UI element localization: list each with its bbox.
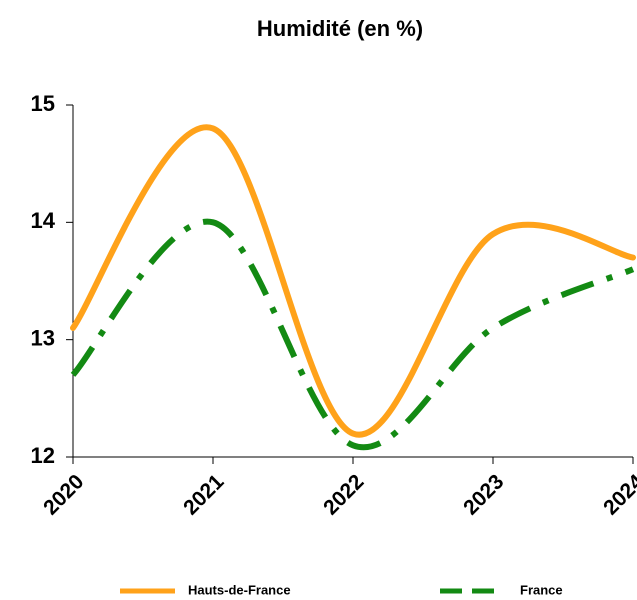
x-tick-label: 2022 bbox=[319, 470, 368, 519]
y-tick-label: 12 bbox=[31, 443, 55, 468]
legend-label: France bbox=[520, 582, 563, 597]
legend-label: Hauts-de-France bbox=[188, 582, 291, 597]
x-tick-label: 2021 bbox=[179, 470, 229, 520]
line bbox=[70, 218, 635, 451]
line bbox=[70, 124, 636, 438]
y-tick-label: 14 bbox=[31, 208, 56, 233]
y-tick-label: 15 bbox=[31, 91, 55, 116]
x-tick-label: 2020 bbox=[39, 470, 88, 519]
x-tick-label: 2023 bbox=[459, 470, 508, 519]
x-tick-label: 2024 bbox=[599, 470, 637, 520]
chart-title: Humidité (en %) bbox=[257, 16, 423, 41]
y-tick-label: 13 bbox=[31, 325, 55, 350]
